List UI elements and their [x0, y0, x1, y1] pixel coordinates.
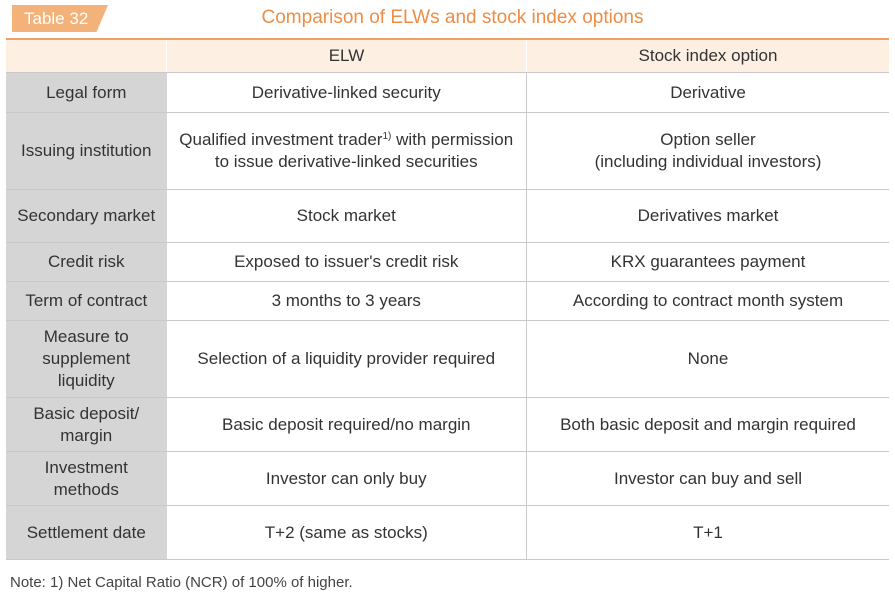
elw-cell: Investor can only buy	[166, 451, 527, 506]
footnote: Note: 1) Net Capital Ratio (NCR) of 100%…	[10, 574, 353, 591]
row-header: Issuing institution	[6, 112, 167, 190]
table-row: Basic deposit/ margin Basic deposit requ…	[6, 397, 889, 452]
table-row: Secondary market Stock market Derivative…	[6, 189, 889, 243]
elw-cell: 3 months to 3 years	[166, 281, 527, 321]
table-row: Settlement date T+2 (same as stocks) T+1	[6, 505, 889, 560]
table-row: Term of contract 3 months to 3 years Acc…	[6, 281, 889, 321]
option-cell: According to contract month system	[526, 281, 889, 321]
row-header: Term of contract	[6, 281, 167, 321]
option-cell: Investor can buy and sell	[526, 451, 889, 506]
row-header: Investment methods	[6, 451, 167, 506]
row-header: Credit risk	[6, 242, 167, 282]
row-header: Settlement date	[6, 505, 167, 560]
option-cell: None	[526, 320, 889, 398]
table-top-rule	[6, 38, 889, 40]
table-row: Issuing institution Qualified investment…	[6, 112, 889, 190]
elw-cell: Stock market	[166, 189, 527, 243]
row-header: Secondary market	[6, 189, 167, 243]
option-cell: T+1	[526, 505, 889, 560]
corner-cell	[6, 40, 167, 73]
elw-cell: Exposed to issuer's credit risk	[166, 242, 527, 282]
table-title: Comparison of ELWs and stock index optio…	[261, 7, 644, 28]
option-cell: Option seller (including individual inves…	[526, 112, 889, 190]
elw-cell: T+2 (same as stocks)	[166, 505, 527, 560]
table-row: Measure to supplement liquidity Selectio…	[6, 320, 889, 398]
option-cell: Derivative	[526, 72, 889, 113]
elw-cell: Selection of a liquidity provider requir…	[166, 320, 527, 398]
elw-cell-text-cont: with permission to issue derivative-link…	[214, 130, 514, 171]
option-cell-line1: Option seller	[660, 130, 756, 149]
option-cell: Derivatives market	[526, 189, 889, 243]
table-row: Legal form Derivative-linked security De…	[6, 72, 889, 113]
row-header: Measure to supplement liquidity	[6, 320, 167, 398]
elw-cell: Basic deposit required/no margin	[166, 397, 527, 452]
elw-cell: Derivative-linked security	[166, 72, 527, 113]
column-header-elw: ELW	[166, 40, 527, 73]
elw-cell-text: Qualified investment trader	[179, 130, 383, 149]
row-header: Legal form	[6, 72, 167, 113]
footnote-marker: 1)	[382, 131, 392, 142]
option-cell-line2: (including individual investors)	[594, 152, 822, 171]
elw-cell: Qualified investment trader1) with permi…	[166, 112, 527, 190]
column-header-option: Stock index option	[526, 40, 889, 73]
header-row: ELW Stock index option	[6, 40, 889, 73]
table-number-badge: Table 32	[12, 5, 108, 32]
comparison-table: ELW Stock index option Legal form Deriva…	[6, 40, 889, 560]
option-cell: Both basic deposit and margin required	[526, 397, 889, 452]
option-cell: KRX guarantees payment	[526, 242, 889, 282]
table-row: Investment methods Investor can only buy…	[6, 451, 889, 506]
table-row: Credit risk Exposed to issuer's credit r…	[6, 242, 889, 282]
row-header: Basic deposit/ margin	[6, 397, 167, 452]
